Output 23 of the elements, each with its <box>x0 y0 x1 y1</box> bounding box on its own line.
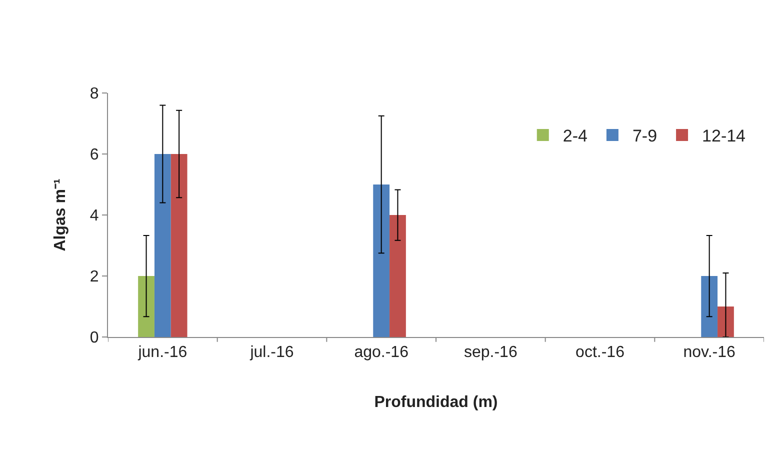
y-tick-label: 2 <box>90 268 99 286</box>
bar <box>154 154 171 337</box>
bar <box>138 276 154 337</box>
legend-label: 12-14 <box>702 126 746 146</box>
y-tick-label: 4 <box>90 208 99 225</box>
x-axis-title: Profundidad (m) <box>374 394 498 411</box>
x-tick-label: jul.-16 <box>249 344 294 362</box>
x-tick-label: nov.-16 <box>683 344 736 362</box>
y-tick-label: 8 <box>90 86 99 103</box>
bar <box>390 215 406 337</box>
legend-label: 2-4 <box>562 126 588 146</box>
bar <box>701 276 718 337</box>
y-tick-label: 6 <box>90 146 99 164</box>
y-tick-label: 0 <box>90 330 99 347</box>
y-axis-title: Algas m⁻¹ <box>52 178 69 252</box>
legend-label: 7-9 <box>632 126 658 146</box>
bar <box>373 184 390 337</box>
x-tick-label: sep.-16 <box>464 344 518 362</box>
x-tick-label: jun.-16 <box>137 344 188 362</box>
bar <box>718 306 734 337</box>
x-tick-label: oct.-16 <box>576 344 625 362</box>
bar <box>170 154 188 337</box>
x-tick-label: ago.-16 <box>354 344 409 362</box>
